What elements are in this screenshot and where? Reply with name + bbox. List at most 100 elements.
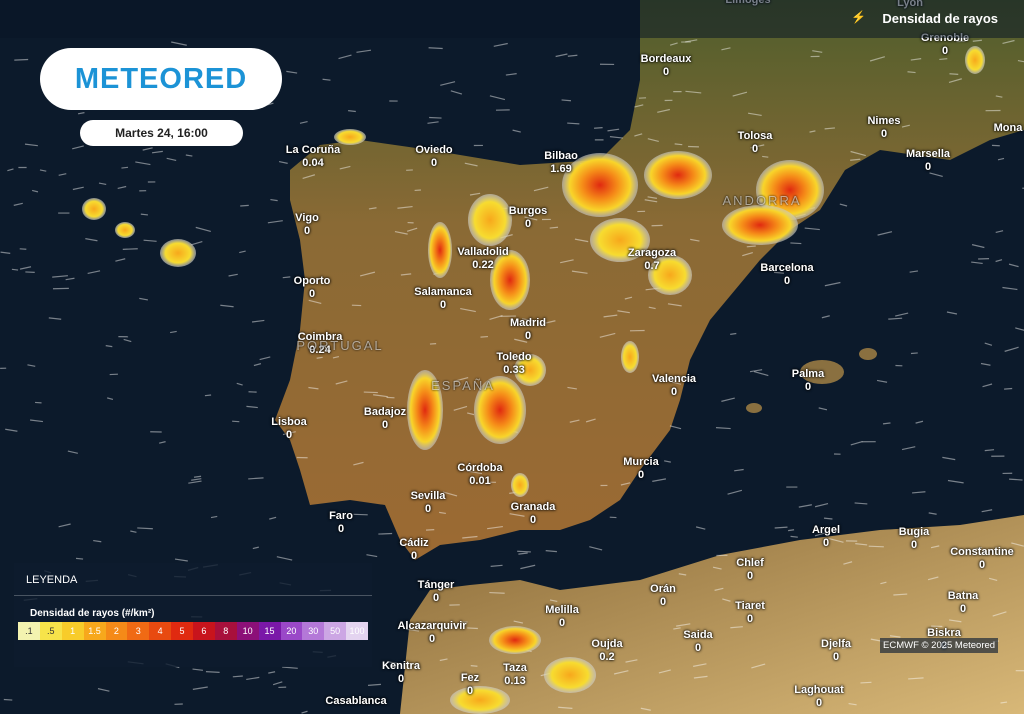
wind-streak [39,169,47,172]
wind-streak [908,677,924,680]
layer-icon: ⚡ [851,10,866,24]
layer-name[interactable]: Densidad de rayos [882,11,998,26]
wind-streak [442,491,458,497]
wind-streak [812,50,823,53]
wind-streak [901,446,916,451]
wind-streak [947,479,964,484]
country-label: ANDORRA [722,193,802,208]
wind-streak [995,230,1004,234]
wind-streak [533,186,549,192]
wind-streak [513,620,524,624]
wind-streak [549,226,559,229]
wind-streak [115,258,126,262]
wind-streak [524,216,538,221]
island [859,348,877,360]
wind-streak [378,532,393,535]
wind-streak [545,550,557,553]
storm [468,194,512,246]
wind-streak [818,407,828,411]
wind-streak [493,42,508,47]
wind-streak [690,238,700,242]
wind-streak [366,554,378,558]
wind-streak [971,261,983,265]
wind-streak [609,136,623,139]
wind-streak [453,377,469,382]
wind-streak [439,511,446,515]
place-name: Casablanca [325,695,387,707]
wind-streak [1009,478,1023,481]
wind-streak [634,133,643,137]
logo[interactable]: METEORED [40,48,282,110]
storm [648,255,692,295]
place-value: 0 [428,633,436,645]
legend-cell: 50 [324,622,347,640]
wind-streak [72,145,84,150]
place-value: 0 [529,514,537,526]
wind-streak [620,482,631,486]
place-name: Valencia [651,373,697,385]
place-name: Barcelona [760,262,814,274]
wind-streak [980,362,991,366]
wind-streak [276,556,293,561]
wind-streak [567,54,578,57]
place-value: 0 [670,386,678,398]
wind-streak [644,199,658,203]
place-name: Biskra [927,627,961,639]
wind-streak [286,70,298,74]
storm [82,198,106,220]
wind-streak [901,124,910,128]
wind-streak [322,78,331,81]
wind-streak [749,369,763,373]
wind-streak [971,244,985,249]
wind-streak [647,138,659,143]
top-bar [0,0,1024,38]
storm [722,205,798,245]
wind-streak [450,90,463,95]
wind-streak [509,513,525,517]
wind-streak [571,270,588,274]
wind-streak [821,315,830,319]
wind-streak [316,356,323,359]
wind-streak [246,676,260,681]
place-name: Argel [811,524,841,536]
wind-streak [814,531,828,537]
wind-streak [386,661,403,665]
wind-streak [253,363,262,367]
storm [544,657,596,693]
wind-streak [625,659,638,663]
wind-streak [561,99,572,102]
wind-streak [939,58,948,61]
wind-streak [171,41,187,46]
wind-streak [308,386,319,390]
wind-streak [774,526,788,529]
place-value: 1.69 [550,163,572,175]
legend-cell: .1 [18,622,40,640]
wind-streak [394,230,408,235]
place-value: 0 [832,651,840,663]
wind-streak [721,47,731,51]
wind-streak [170,330,177,334]
wind-streak [228,273,238,277]
place-value: 0 [751,143,759,155]
place-name: Córdoba [457,462,503,474]
wind-streak [48,317,62,320]
wind-streak [560,259,574,264]
place-name: Palma [791,368,825,380]
wind-streak [992,611,1007,617]
storm [590,218,650,262]
place-name: Bugia [898,526,930,538]
wind-streak [335,380,348,385]
wind-streak [240,204,249,207]
place-name: Salamanca [414,286,472,298]
wind-streak [574,238,589,243]
place-value: 0 [303,225,311,237]
place-name: Vigo [295,212,319,224]
place-name: Chlef [736,557,764,569]
wind-streak [909,270,919,273]
wind-streak [721,397,735,402]
wind-streak [7,168,14,172]
place-name: Bordeaux [640,53,692,65]
place-value: 0 [746,613,754,625]
wind-streak [27,364,36,367]
wind-streak [191,478,202,481]
